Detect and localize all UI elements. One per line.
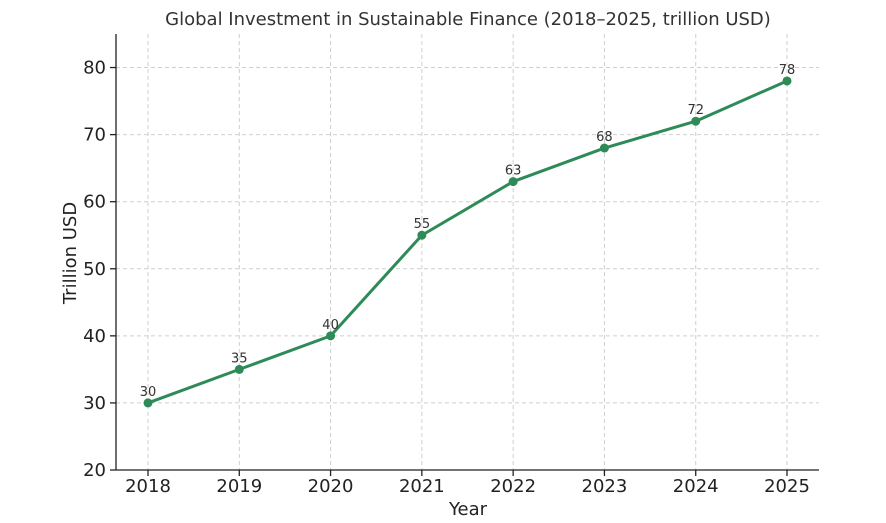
data-label: 35 <box>231 351 248 366</box>
series: 30 35 40 55 63 68 72 78 <box>140 63 796 408</box>
x-tick-label: 2019 <box>216 476 262 497</box>
chart-title: Global Investment in Sustainable Finance… <box>165 9 771 30</box>
axes: 2018 2019 2020 2021 2022 2023 2024 2025 20 30 40 50… <box>83 34 819 497</box>
data-point <box>234 364 244 374</box>
y-tick-label: 40 <box>83 326 106 347</box>
x-tick-label: 2020 <box>308 476 354 497</box>
x-tick-label: 2022 <box>490 476 536 497</box>
data-point <box>691 116 701 126</box>
data-label: 78 <box>779 63 796 78</box>
x-tick-label: 2025 <box>764 476 810 497</box>
y-tick-label: 50 <box>83 259 106 280</box>
data-label: 63 <box>505 164 522 179</box>
y-tick-label: 60 <box>83 192 106 213</box>
y-axis-label: Trillion USD <box>60 202 81 305</box>
x-tick-label: 2021 <box>399 476 445 497</box>
data-label: 55 <box>414 217 431 232</box>
y-tick-label: 80 <box>83 58 106 79</box>
data-label: 68 <box>596 130 613 145</box>
data-label: 72 <box>687 103 704 118</box>
grid <box>116 34 819 470</box>
x-tick-label: 2023 <box>582 476 628 497</box>
x-axis-label: Year <box>448 499 488 520</box>
data-point <box>599 143 609 153</box>
data-point <box>508 177 518 187</box>
x-tick-label: 2018 <box>125 476 171 497</box>
y-tick-label: 30 <box>83 393 106 414</box>
data-point <box>417 230 427 240</box>
data-point <box>326 331 336 341</box>
x-tick-label: 2024 <box>673 476 719 497</box>
y-tick-label: 20 <box>83 460 106 481</box>
y-tick-label: 70 <box>83 125 106 146</box>
series-line <box>147 79 788 405</box>
data-label: 30 <box>140 385 157 400</box>
data-label: 40 <box>322 318 339 333</box>
data-point <box>143 398 153 408</box>
data-point <box>782 76 792 86</box>
